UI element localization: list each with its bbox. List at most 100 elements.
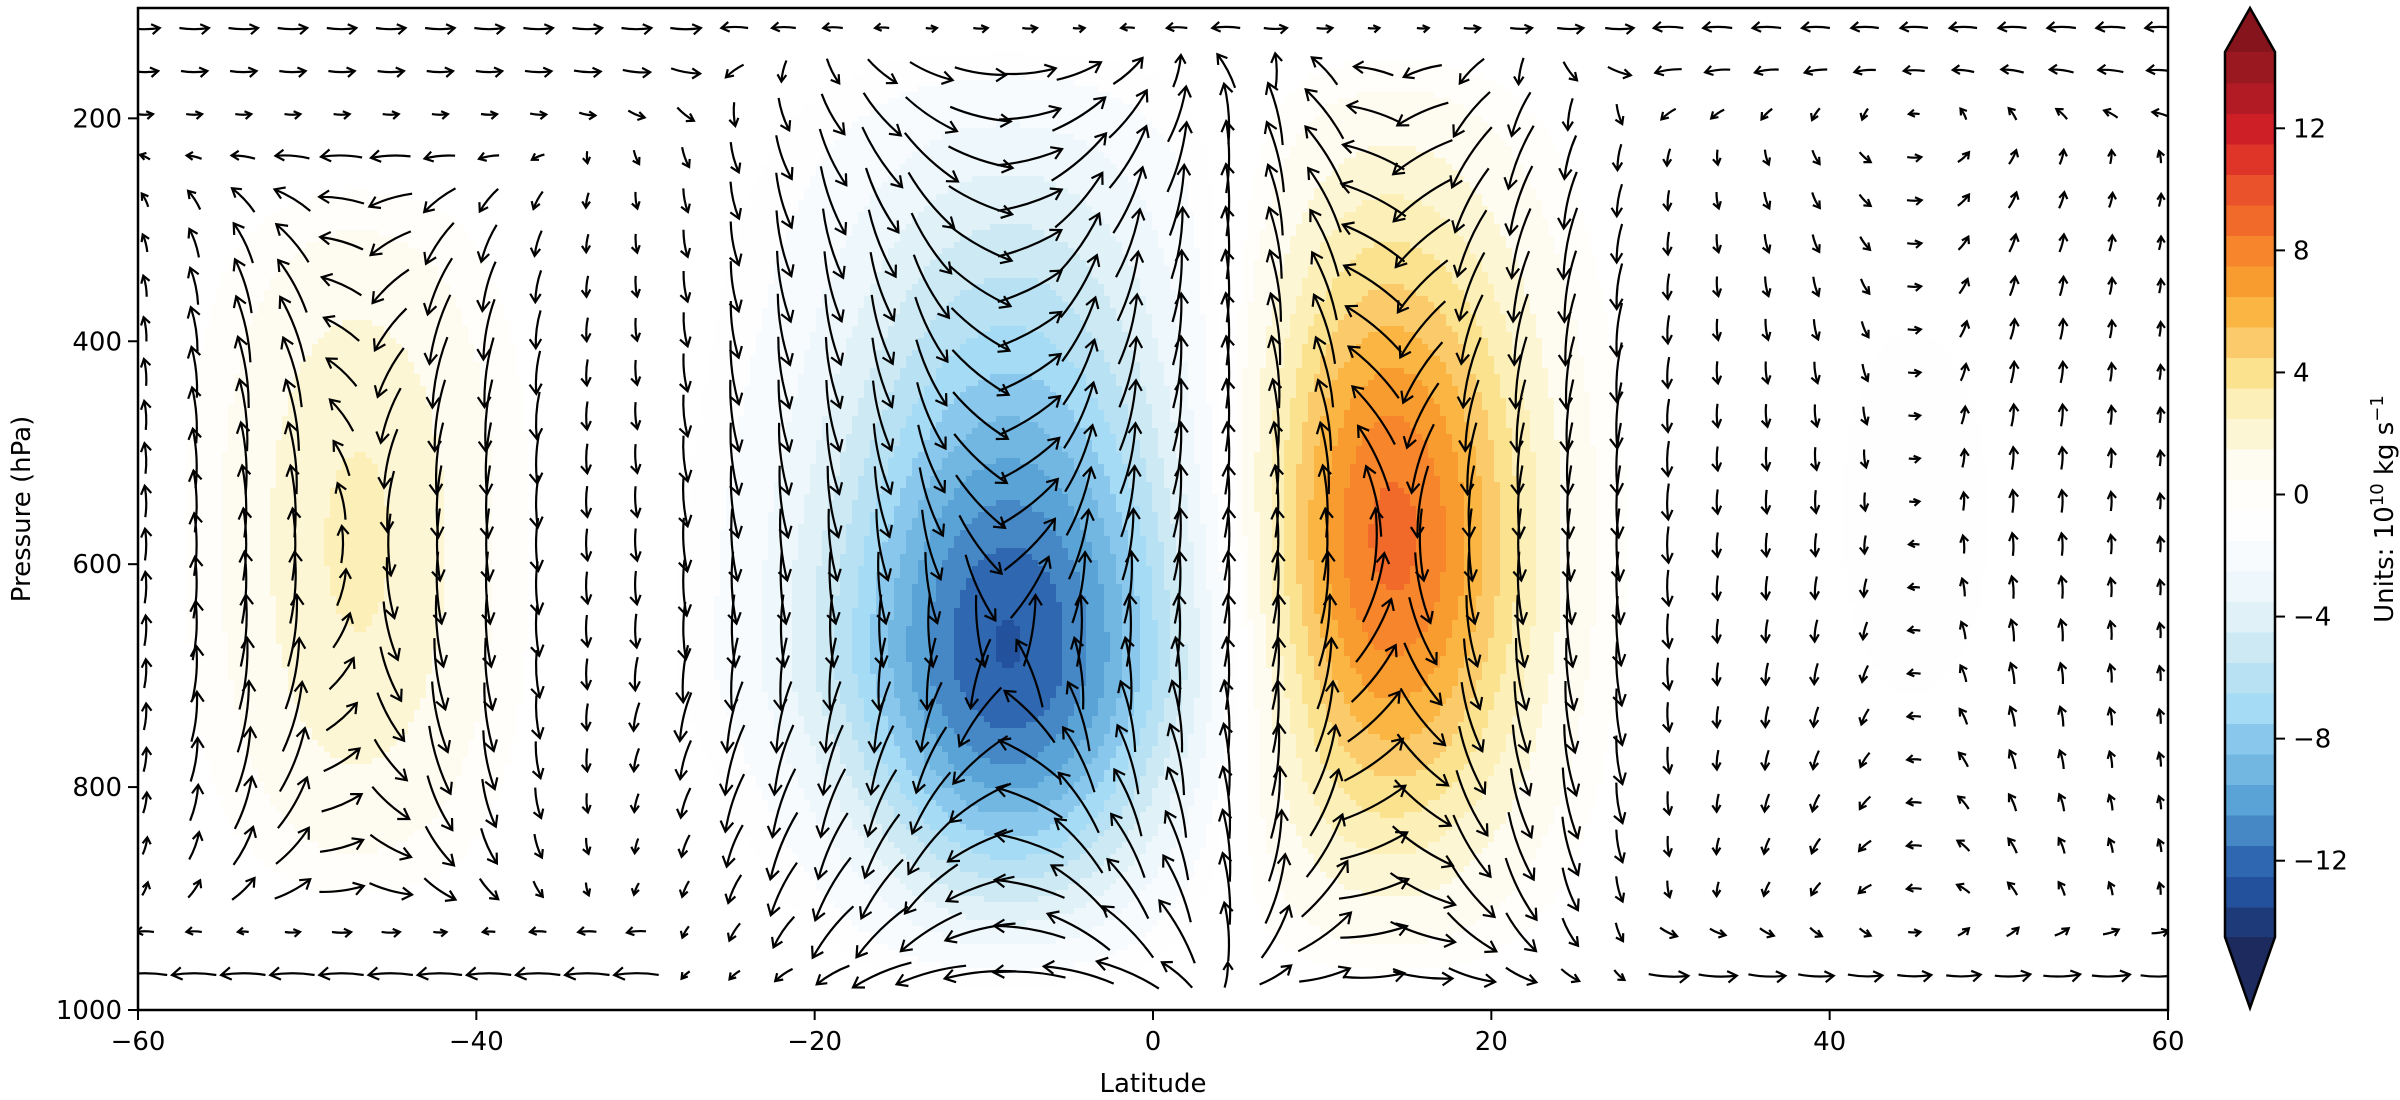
flow-arrow bbox=[861, 126, 903, 188]
flow-arrow bbox=[1517, 57, 1525, 85]
arrow-head-icon bbox=[2156, 191, 2166, 201]
arrow-head-icon bbox=[1678, 970, 1691, 984]
arrow-head-icon bbox=[884, 264, 897, 279]
flow-arrow bbox=[1414, 552, 1432, 624]
arrow-head-icon bbox=[529, 247, 542, 258]
arrow-head-icon bbox=[188, 511, 203, 525]
arrow-head-icon bbox=[513, 966, 528, 981]
flow-arrow bbox=[867, 58, 898, 84]
arrow-head-icon bbox=[2156, 837, 2165, 847]
colorbar-band bbox=[2225, 814, 2275, 847]
arrow-head-icon bbox=[1812, 156, 1821, 166]
flow-arrow bbox=[1350, 644, 1397, 703]
arrow-head-icon bbox=[1906, 582, 1916, 592]
flow-arrow bbox=[1319, 422, 1330, 495]
arrow-head-icon bbox=[1123, 592, 1138, 606]
flow-arrow bbox=[678, 692, 693, 741]
arrow-head-icon bbox=[186, 189, 197, 200]
arrow-head-icon bbox=[1506, 124, 1522, 138]
flow-arrow bbox=[1172, 54, 1182, 88]
arrow-head-icon bbox=[1608, 298, 1624, 312]
arrow-head-icon bbox=[1921, 969, 1934, 983]
arrow-head-icon bbox=[445, 23, 457, 36]
arrow-head-icon bbox=[975, 654, 990, 669]
flow-arrow bbox=[478, 187, 499, 213]
arrow-head-icon bbox=[1268, 420, 1284, 435]
colorbar-band bbox=[2225, 113, 2275, 145]
colorbar-band bbox=[2225, 540, 2275, 572]
arrow-head-icon bbox=[945, 170, 960, 183]
arrow-head-icon bbox=[1661, 290, 1673, 301]
flow-arrow bbox=[1121, 508, 1135, 581]
flow-arrow bbox=[1452, 814, 1492, 878]
arrow-head-icon bbox=[679, 930, 689, 940]
arrow-head-icon bbox=[1661, 246, 1673, 257]
arrow-head-icon bbox=[234, 377, 250, 392]
flow-arrow bbox=[142, 358, 148, 386]
flow-arrow bbox=[1172, 379, 1183, 452]
arrow-head-icon bbox=[1611, 161, 1624, 173]
arrow-head-icon bbox=[1478, 864, 1492, 879]
arrow-head-icon bbox=[1083, 380, 1099, 395]
arrow-head-icon bbox=[1999, 63, 2010, 75]
flow-arrow bbox=[1399, 687, 1446, 746]
flow-arrow bbox=[585, 703, 589, 731]
arrow-head-icon bbox=[946, 849, 961, 863]
arrow-head-icon bbox=[778, 482, 794, 497]
flow-arrow bbox=[1158, 899, 1196, 964]
arrow-head-icon bbox=[1906, 625, 1915, 635]
arrow-head-icon bbox=[286, 506, 302, 520]
arrow-head-icon bbox=[444, 66, 456, 78]
arrow-head-icon bbox=[1859, 112, 1869, 122]
flow-arrow bbox=[1507, 125, 1535, 189]
arrow-head-icon bbox=[1329, 767, 1344, 782]
flow-arrow bbox=[1460, 682, 1484, 752]
flow-arrow bbox=[1269, 767, 1282, 839]
arrow-head-icon bbox=[1762, 200, 1772, 211]
arrow-head-icon bbox=[1961, 926, 1971, 936]
arrow-head-icon bbox=[439, 928, 449, 938]
flow-arrow bbox=[435, 551, 443, 624]
arrow-head-icon bbox=[1651, 20, 1663, 33]
arrow-head-icon bbox=[2145, 64, 2156, 76]
arrow-head-icon bbox=[580, 376, 592, 388]
arrow-head-icon bbox=[1047, 436, 1061, 450]
arrow-head-icon bbox=[1567, 826, 1582, 840]
flow-arrow bbox=[1715, 403, 1719, 428]
arrow-head-icon bbox=[1858, 674, 1869, 684]
flow-arrow bbox=[828, 551, 837, 624]
flow-arrow bbox=[524, 69, 552, 74]
colorbar-tick-label: 12 bbox=[2293, 114, 2326, 144]
flow-arrow bbox=[270, 972, 315, 977]
arrow-head-icon bbox=[1043, 517, 1057, 531]
flow-arrow bbox=[2091, 973, 2131, 978]
flow-arrow bbox=[811, 905, 855, 959]
flow-arrow bbox=[730, 508, 739, 581]
colorbar-band bbox=[2225, 82, 2275, 114]
flow-arrow bbox=[1565, 637, 1575, 710]
flow-arrow bbox=[817, 812, 849, 879]
arrow-head-icon bbox=[681, 158, 691, 169]
arrow-head-icon bbox=[834, 173, 848, 187]
arrow-head-icon bbox=[1857, 885, 1867, 895]
flow-arrow bbox=[634, 401, 639, 429]
flow-arrow bbox=[821, 208, 845, 279]
arrow-head-icon bbox=[1809, 547, 1821, 558]
arrow-head-icon bbox=[2058, 274, 2069, 285]
flow-arrow bbox=[1357, 425, 1391, 492]
arrow-head-icon bbox=[1568, 71, 1579, 82]
arrow-head-icon bbox=[1317, 463, 1332, 478]
arrow-head-icon bbox=[2007, 792, 2017, 803]
arrow-head-icon bbox=[831, 309, 845, 324]
arrow-head-icon bbox=[581, 200, 591, 210]
arrow-head-icon bbox=[1049, 864, 1064, 877]
arrow-head-icon bbox=[1661, 378, 1674, 390]
arrow-head-icon bbox=[2156, 794, 2165, 804]
flow-arrow bbox=[328, 69, 355, 74]
arrow-head-icon bbox=[1624, 23, 1636, 35]
colorbar-band bbox=[2225, 906, 2275, 938]
arrow-head-icon bbox=[728, 117, 740, 129]
arrow-head-icon bbox=[678, 559, 693, 574]
arrow-head-icon bbox=[422, 201, 436, 214]
arrow-head-icon bbox=[1614, 892, 1626, 904]
